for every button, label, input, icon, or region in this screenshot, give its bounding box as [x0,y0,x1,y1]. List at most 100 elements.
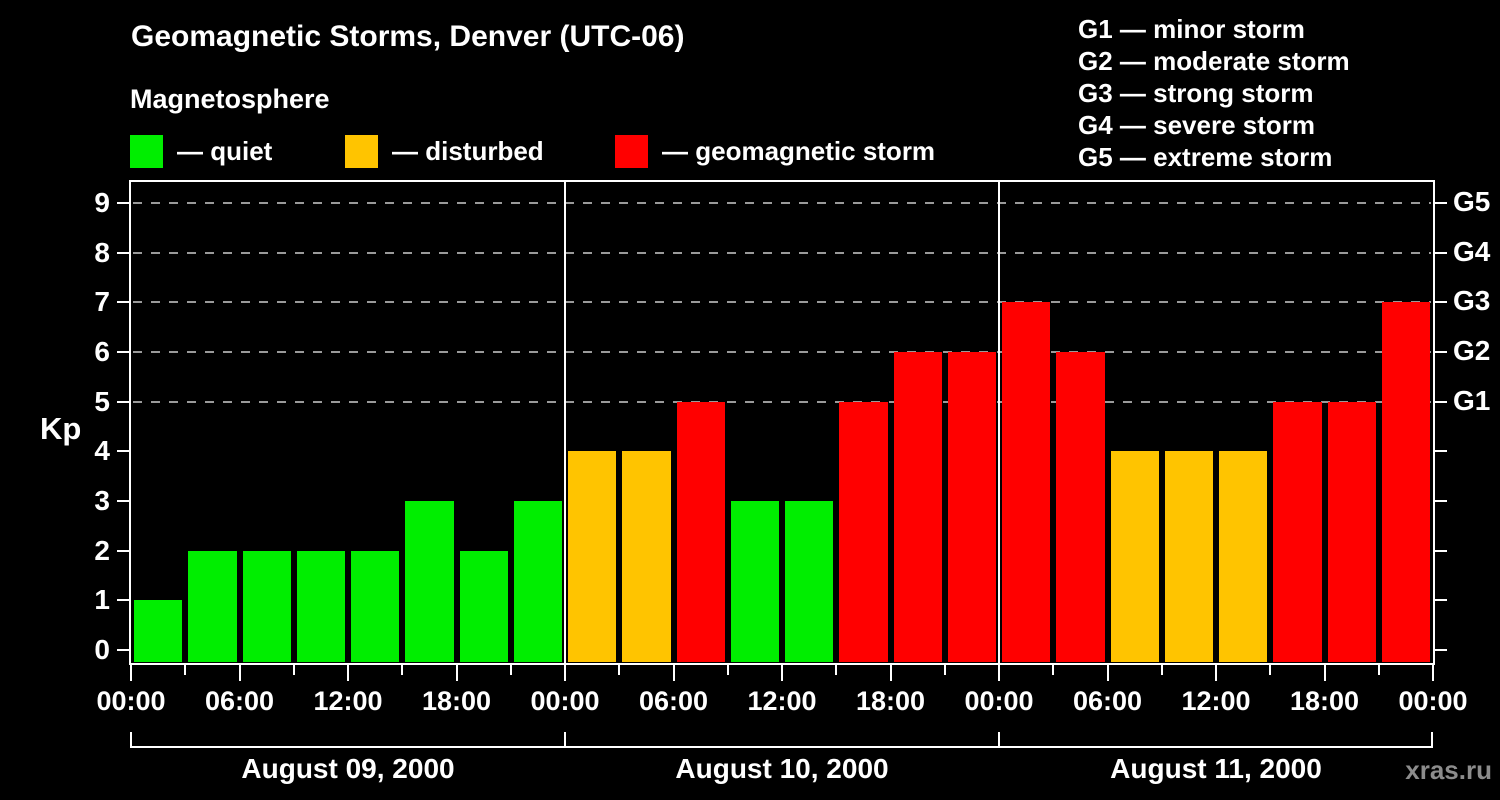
kp-bar [785,500,834,662]
right-axis-tick [1435,499,1447,502]
x-axis-tick [835,665,838,675]
kp-bar [188,550,237,662]
x-axis-tick [672,665,675,681]
x-axis-tick [1323,665,1326,681]
kp-bar [676,401,725,662]
kp-bar [1381,302,1430,662]
right-axis-tick [1435,549,1447,552]
g-level-label: G3 [1453,285,1491,317]
y-tick-label: 6 [94,335,110,367]
legend-item-quiet: — quiet [130,134,272,168]
quiet-color-swatch [130,134,163,168]
kp-bar [893,351,942,662]
gridline [133,301,1431,304]
y-tick-label: 1 [94,584,110,616]
magnetosphere-label: Magnetosphere [130,84,330,114]
y-axis-tick [117,301,129,304]
x-tick-label: 12:00 [1181,686,1251,716]
legend-item-storm: — geomagnetic storm [615,134,935,168]
y-tick-label: 4 [94,435,110,467]
chart-title: Geomagnetic Storms, Denver (UTC-06) [131,20,685,53]
y-tick-label: 5 [94,385,110,417]
kp-bar [1110,451,1159,662]
kp-bar [513,500,562,662]
kp-bar [296,550,345,662]
right-axis-tick [1435,301,1447,304]
g-legend-line-g1: G1 — minor storm [1078,14,1305,44]
x-axis-tick [509,665,512,675]
g-legend-line-g5: G5 — extreme storm [1078,142,1333,172]
x-axis-tick [1269,665,1272,675]
g-scale-legend: G1 — minor storm G2 — moderate storm G3 … [1078,13,1350,173]
y-axis-tick [117,499,129,502]
kp-bar [242,550,291,662]
kp-bar [568,451,617,662]
day-bracket [131,746,1433,748]
y-axis-tick [117,251,129,254]
day-separator [564,182,566,663]
x-axis-tick [1106,665,1109,681]
day-bracket-tick [1431,732,1433,748]
legend-label-storm: — geomagnetic storm [662,136,936,166]
day-bracket-tick [130,732,132,748]
date-label: August 11, 2000 [1110,753,1322,784]
y-axis-tick [117,599,129,602]
legend-item-disturbed: — disturbed [345,134,544,168]
y-axis-tick [117,649,129,651]
y-axis-tick [117,350,129,353]
kp-bar [405,500,454,662]
gridline [133,251,1431,254]
kp-bar [1056,351,1105,662]
x-axis-tick [889,665,892,681]
right-axis-tick [1435,350,1447,353]
kp-bar [1002,302,1051,662]
kp-bar [1219,451,1268,662]
y-tick-label: 8 [94,236,110,268]
x-tick-label: 00:00 [530,686,600,716]
g-legend-line-g3: G3 — strong storm [1078,78,1314,108]
y-axis-label: Kp [40,411,82,446]
x-axis-tick [1052,665,1055,675]
x-tick-label: 06:00 [204,686,275,716]
g-level-label: G5 [1453,185,1491,217]
x-tick-label: 00:00 [96,686,166,716]
x-axis-tick [618,665,621,675]
kp-bar [947,351,996,662]
g-level-label: G4 [1453,235,1491,267]
kp-bar [1273,401,1322,662]
gridline [133,350,1431,353]
x-axis-tick [455,665,458,681]
x-tick-label: 18:00 [1289,686,1360,716]
kp-bar [459,550,508,662]
x-axis-tick [1215,665,1217,681]
gridline [133,201,1431,204]
day-bracket-tick [998,732,1000,748]
x-tick-label: 18:00 [421,686,492,716]
y-tick-label: 0 [94,634,110,665]
plot-frame [129,180,1435,665]
kp-bar [839,401,888,662]
kp-bar [1327,401,1376,662]
right-axis-tick [1435,649,1447,651]
right-axis-tick [1435,400,1447,403]
y-axis-tick [117,201,129,204]
kp-bar [134,600,183,662]
x-axis-tick [401,665,404,675]
day-separator [998,182,1000,663]
day-bracket-tick [564,732,566,748]
legend-label-quiet: — quiet [177,136,273,166]
y-tick-label: 7 [94,286,110,318]
x-axis-tick [1160,665,1163,675]
y-axis-tick [117,400,129,403]
y-tick-label: 3 [94,484,110,516]
x-tick-label: 12:00 [313,686,383,716]
legend-label-disturbed: — disturbed [392,136,544,166]
x-axis-tick [726,665,729,675]
storm-color-swatch [615,134,648,168]
g-legend-line-g4: G4 — severe storm [1078,110,1316,140]
y-tick-label: 2 [94,534,110,566]
x-tick-label: 00:00 [1398,686,1468,716]
x-axis-tick [1432,665,1434,681]
disturbed-color-swatch [345,134,378,168]
